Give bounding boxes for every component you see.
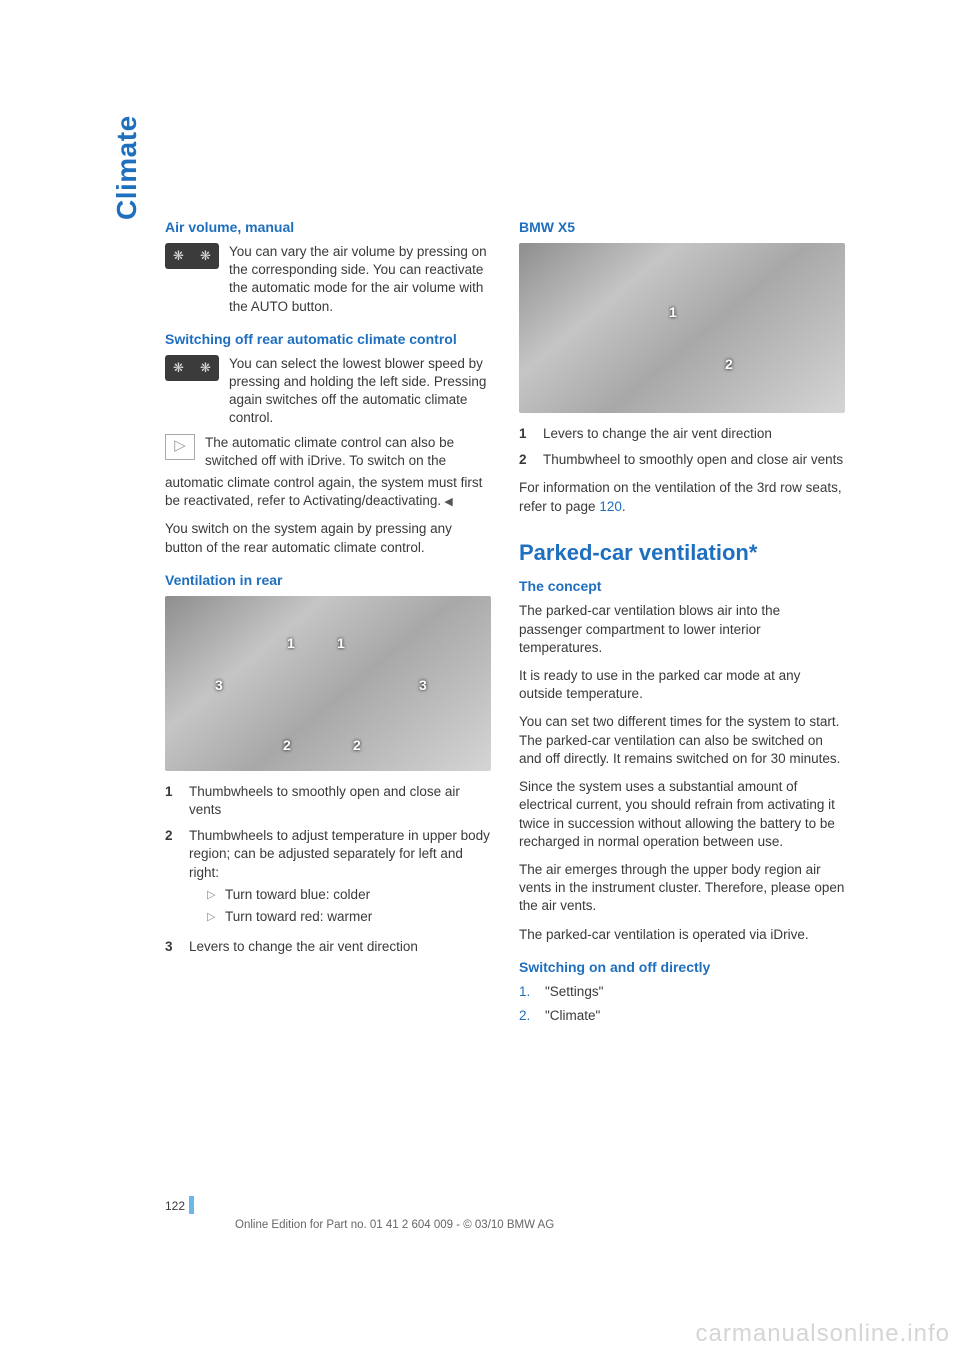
page-number-bar <box>189 1196 194 1214</box>
list-item: 3 Levers to change the air vent directio… <box>165 938 491 956</box>
item-text: Thumbwheel to smoothly open and close ai… <box>543 451 845 469</box>
step-row: 2. "Climate" <box>519 1007 845 1025</box>
heading-parked-car: Parked-car ventilation* <box>519 538 845 568</box>
parked-p5: The air emerges through the upper body r… <box>519 861 845 916</box>
item-number: 1 <box>165 783 179 819</box>
page-body: Air volume, manual ❋❋ You can vary the a… <box>165 218 845 1031</box>
heading-switch-off: Switching off rear automatic climate con… <box>165 330 491 349</box>
bmwx5-list: 1 Levers to change the air vent directio… <box>519 425 845 469</box>
ventilation-list: 1 Thumbwheels to smoothly open and close… <box>165 783 491 957</box>
callout-3a: 3 <box>215 676 223 695</box>
switch-off-p1: You can select the lowest blower speed b… <box>229 355 491 428</box>
page-number-block: 122 <box>165 1196 194 1214</box>
callout-2: 2 <box>725 355 733 374</box>
heading-air-volume: Air volume, manual <box>165 218 491 237</box>
callout-1b: 1 <box>337 634 345 653</box>
page-number: 122 <box>165 1198 185 1214</box>
parked-p2: It is ready to use in the parked car mod… <box>519 667 845 703</box>
callout-1: 1 <box>669 303 677 322</box>
triangle-icon: ▷ <box>207 886 217 904</box>
air-volume-text: You can vary the air volume by pressing … <box>229 243 491 316</box>
callout-1a: 1 <box>287 634 295 653</box>
step-text: "Climate" <box>545 1007 600 1025</box>
step-number: 2. <box>519 1007 537 1025</box>
page-link-120[interactable]: 120 <box>599 499 622 514</box>
parked-p4: Since the system uses a substantial amou… <box>519 778 845 851</box>
watermark: carmanualsonline.info <box>696 1318 950 1350</box>
footer-text: Online Edition for Part no. 01 41 2 604 … <box>235 1218 554 1234</box>
item-number: 2 <box>165 827 179 930</box>
list-item: 2 Thumbwheel to smoothly open and close … <box>519 451 845 469</box>
item-number: 2 <box>519 451 533 469</box>
fan-control-icon: ❋❋ <box>165 243 219 269</box>
side-tab-climate: Climate <box>108 115 146 220</box>
heading-concept: The concept <box>519 577 845 596</box>
air-volume-block: ❋❋ You can vary the air volume by pressi… <box>165 243 491 316</box>
figure-bmw-x5: 1 2 <box>519 243 845 413</box>
parked-p3: You can set two different times for the … <box>519 713 845 768</box>
sub-bullet: ▷ Turn toward red: warmer <box>207 908 491 926</box>
tip-icon: ▷ <box>165 434 195 460</box>
list-item: 2 Thumbwheels to adjust temperature in u… <box>165 827 491 930</box>
bmwx5-after: For information on the ventilation of th… <box>519 479 845 515</box>
tip-line2: automatic climate control again, the sys… <box>165 474 491 510</box>
item-text: Thumbwheels to smoothly open and close a… <box>189 783 491 819</box>
parked-p1: The parked-car ventilation blows air int… <box>519 602 845 657</box>
triangle-icon: ▷ <box>207 908 217 926</box>
callout-2a: 2 <box>283 736 291 755</box>
list-item: 1 Levers to change the air vent directio… <box>519 425 845 443</box>
tip-line1: The automatic climate control can also b… <box>205 434 491 470</box>
fan-control-icon: ❋❋ <box>165 355 219 381</box>
switch-off-p2: You switch on the system again by pressi… <box>165 520 491 556</box>
item-text: Thumbwheels to adjust temperature in upp… <box>189 827 491 930</box>
step-row: 1. "Settings" <box>519 983 845 1001</box>
callout-3b: 3 <box>419 676 427 695</box>
step-text: "Settings" <box>545 983 603 1001</box>
item-number: 3 <box>165 938 179 956</box>
step-number: 1. <box>519 983 537 1001</box>
switch-off-block: ❋❋ You can select the lowest blower spee… <box>165 355 491 428</box>
callout-2b: 2 <box>353 736 361 755</box>
heading-switching: Switching on and off directly <box>519 958 845 977</box>
figure-ventilation-rear: 1 1 3 3 2 2 <box>165 596 491 771</box>
list-item: 1 Thumbwheels to smoothly open and close… <box>165 783 491 819</box>
item-text: Levers to change the air vent direction <box>543 425 845 443</box>
sub-bullet: ▷ Turn toward blue: colder <box>207 886 491 904</box>
sub-bullet-text: Turn toward blue: colder <box>225 886 370 904</box>
heading-bmw-x5: BMW X5 <box>519 218 845 237</box>
item-number: 1 <box>519 425 533 443</box>
parked-p6: The parked-car ventilation is operated v… <box>519 926 845 944</box>
sub-bullet-text: Turn toward red: warmer <box>225 908 372 926</box>
item-text: Levers to change the air vent direction <box>189 938 491 956</box>
left-column: Air volume, manual ❋❋ You can vary the a… <box>165 218 491 1031</box>
tip-block: ▷ The automatic climate control can also… <box>165 434 491 470</box>
heading-ventilation-rear: Ventilation in rear <box>165 571 491 590</box>
right-column: BMW X5 1 2 1 Levers to change the air ve… <box>519 218 845 1031</box>
